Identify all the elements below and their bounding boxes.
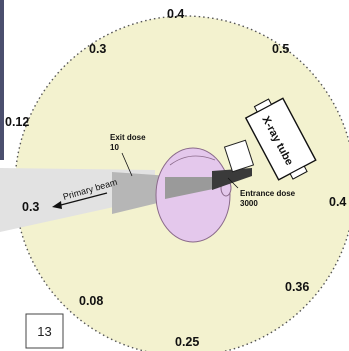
dose-label-right: 0.4 [329, 195, 346, 209]
slide-number: 13 [37, 324, 51, 339]
dose-label-left: 0.12 [5, 115, 29, 129]
collimator [223, 139, 255, 173]
exit-dose-pointer [121, 152, 133, 177]
exit-beam-region [112, 172, 170, 214]
exit-dose-value: 10 [110, 143, 119, 152]
entrance-beam [212, 168, 252, 190]
dose-label-lower-right: 0.36 [285, 280, 309, 294]
entrance-dose-value: 3000 [240, 199, 258, 208]
primary-beam-arrow [52, 192, 108, 209]
dose-label-lower-left: 0.08 [79, 294, 103, 308]
entrance-dose-title: Entrance dose [240, 189, 296, 198]
x-ray-tube: X-ray tube [244, 97, 317, 181]
entrance-dose-pointer [227, 177, 239, 189]
left-edge-bar [0, 0, 4, 160]
dose-label-upper-left: 0.3 [89, 42, 106, 56]
dose-label-top: 0.4 [167, 7, 184, 21]
beam-through-head [165, 177, 218, 199]
dose-label-middle-left: 0.3 [22, 200, 39, 214]
dose-label-bottom: 0.25 [175, 335, 199, 349]
dose-label-upper-right: 0.5 [272, 42, 289, 56]
slide-number-box [25, 313, 64, 349]
exit-dose-title: Exit dose [110, 133, 146, 142]
